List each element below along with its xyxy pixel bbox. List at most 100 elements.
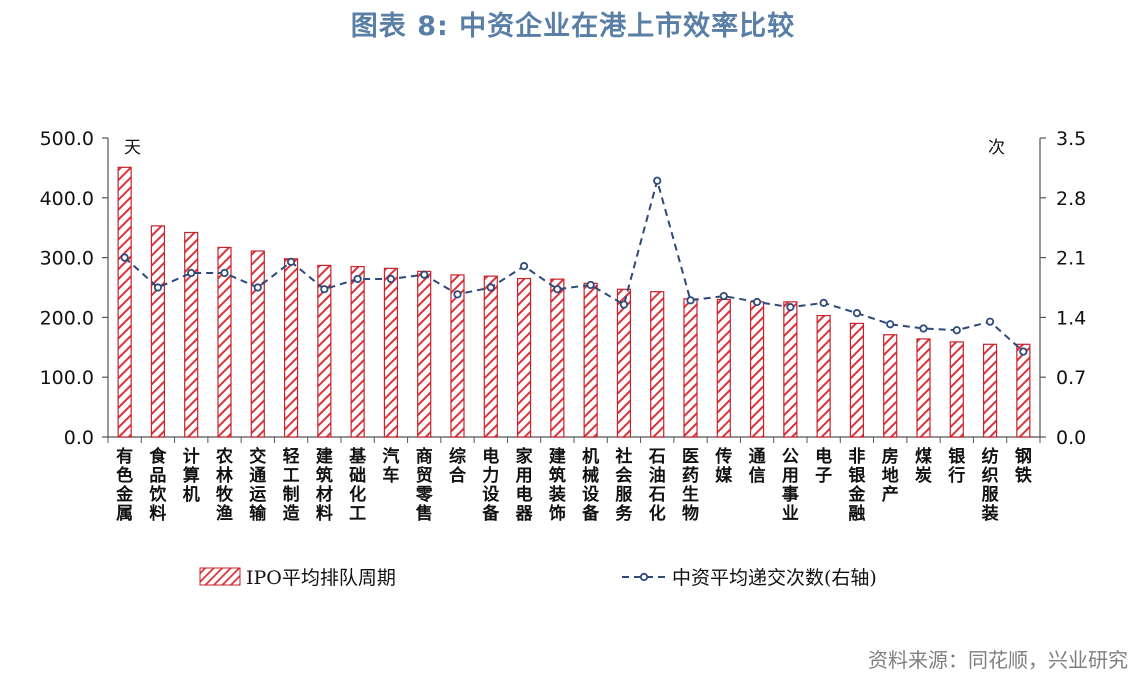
bar [749, 301, 765, 438]
line-point [653, 176, 662, 185]
category-label: 银行 [947, 446, 966, 486]
category-label: 计算机 [182, 446, 200, 505]
bar [483, 275, 498, 438]
line-point [952, 326, 961, 335]
line-point [686, 296, 695, 305]
bar [949, 341, 964, 438]
category-labels: 有色金属食品饮料计算机农林牧渔交通运输轻工制造建筑材料基础化工汽车商贸零售综合电… [115, 446, 1032, 524]
line-point [586, 280, 595, 290]
category-label: 农林牧渔 [215, 446, 234, 524]
bar [716, 298, 731, 438]
line-path [123, 176, 1025, 353]
bar [783, 301, 798, 438]
line-point [619, 300, 629, 309]
bar [982, 343, 998, 438]
bar [616, 288, 632, 438]
left-tick-label: 500.0 [40, 128, 94, 150]
category-label: 房地产 [882, 446, 899, 505]
legend-bar-swatch [199, 567, 241, 586]
category-label: 医药生物 [682, 447, 699, 524]
category-label: 传媒 [714, 446, 733, 486]
category-label: 商贸零售 [415, 446, 434, 524]
left-axis-unit: 天 [124, 138, 141, 158]
bar [916, 338, 931, 438]
category-label: 公用事业 [782, 447, 799, 524]
right-tick-label: 0.7 [1056, 367, 1086, 389]
category-label: 电力设备 [481, 446, 500, 524]
category-label: 机械设备 [581, 446, 600, 524]
bar [683, 298, 698, 438]
line-point [386, 274, 396, 284]
right-tick-label: 2.8 [1056, 188, 1086, 210]
line-point [120, 253, 129, 262]
bar [816, 315, 831, 438]
category-label: 建筑材料 [316, 446, 333, 524]
legend: IPO平均排队周期 中资平均递交次数(右轴) [199, 567, 877, 589]
bar [417, 270, 432, 438]
bar [383, 267, 399, 438]
bar [250, 250, 265, 438]
line-point [819, 298, 828, 307]
bar [217, 246, 232, 438]
line-point [719, 291, 728, 301]
bar [117, 166, 132, 438]
left-tick-label: 100.0 [40, 367, 94, 389]
bar [849, 322, 865, 438]
category-label: 石油石化 [648, 447, 666, 524]
category-label: 社会服务 [614, 446, 633, 524]
category-label: 交通运输 [249, 446, 267, 524]
left-tick-label: 400.0 [40, 188, 94, 210]
left-tick-label: 0.0 [64, 427, 94, 449]
bar-series [117, 166, 1031, 438]
line-point [453, 290, 462, 299]
bar [516, 277, 532, 438]
line-point [519, 262, 529, 271]
right-axis-unit: 次 [988, 138, 1005, 158]
bar [150, 225, 166, 438]
category-label: 煤炭 [915, 446, 932, 486]
legend-bar-label: IPO平均排队周期 [246, 567, 396, 589]
category-label: 纺织服装 [981, 446, 1000, 524]
line-point [553, 285, 562, 294]
line-point [320, 285, 329, 294]
bar [1016, 343, 1031, 438]
category-label: 非银金融 [847, 446, 866, 524]
bar [350, 265, 365, 438]
category-label: 钢铁 [1015, 446, 1032, 486]
category-label: 汽车 [382, 446, 399, 486]
category-label: 综合 [449, 446, 467, 486]
legend-line-label: 中资平均递交次数(右轴) [672, 567, 877, 589]
left-tick-label: 300.0 [40, 248, 94, 270]
line-point [353, 274, 362, 284]
chart-title: 图表 8: 中资企业在港上市效率比较 [350, 11, 796, 42]
legend-line-marker [639, 572, 649, 582]
line-point [187, 268, 196, 278]
line-point [253, 283, 262, 292]
bar [550, 278, 565, 438]
right-tick-label: 3.5 [1056, 128, 1086, 150]
line-point [919, 324, 928, 333]
right-tick-label: 2.1 [1056, 248, 1086, 270]
category-label: 基础化工 [348, 446, 367, 524]
right-tick-label: 1.4 [1056, 307, 1086, 329]
category-label: 轻工制造 [283, 446, 301, 524]
category-label: 家用电器 [515, 446, 534, 524]
bar [883, 334, 898, 438]
bar [650, 291, 665, 438]
line-point [153, 283, 163, 292]
bar [283, 258, 299, 438]
category-label: 通信 [749, 447, 766, 486]
left-tick-label: 200.0 [40, 307, 94, 329]
source-note: 资料来源：同花顺，兴业研究 [868, 648, 1128, 672]
line-point [1019, 347, 1028, 356]
line-point [752, 297, 762, 307]
line-point [420, 270, 429, 279]
category-label: 建筑装饰 [548, 446, 566, 524]
line-point [486, 283, 495, 292]
line-point [286, 257, 296, 266]
line-point [886, 320, 895, 329]
line-point [786, 303, 795, 312]
bar [450, 274, 465, 438]
line-point [985, 317, 995, 326]
